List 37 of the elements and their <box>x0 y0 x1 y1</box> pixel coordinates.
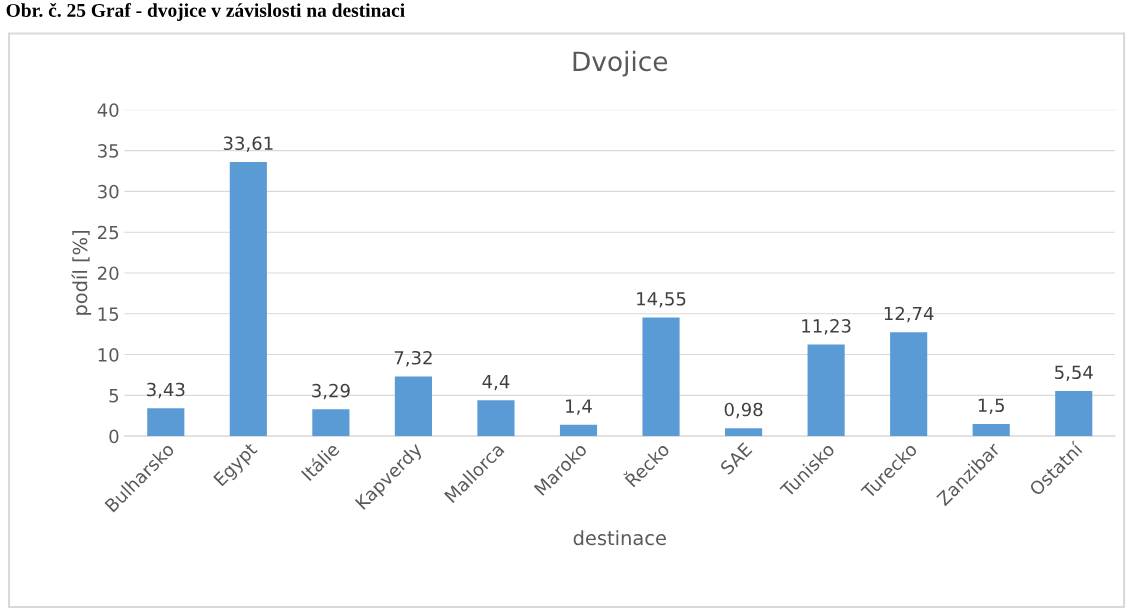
x-axis-title: destinace <box>573 530 666 546</box>
data-label: 1,4 <box>566 399 592 415</box>
y-axis-title: podíl [%] <box>71 231 92 315</box>
bar <box>642 317 680 437</box>
bar <box>725 428 763 437</box>
y-tick-label: 15 <box>98 307 119 321</box>
bar <box>890 332 928 437</box>
bar <box>477 400 515 437</box>
bar <box>972 423 1010 437</box>
bar <box>229 161 267 437</box>
text: Obr. č. 25 Graf - dvojice v závislosti na destinaci <box>6 3 405 21</box>
data-label: 7,32 <box>394 350 432 367</box>
data-label: 1,5 <box>978 398 1004 414</box>
data-label: 3,29 <box>312 383 350 400</box>
y-tick-label: 40 <box>97 103 119 117</box>
y-tick-label: 10 <box>98 348 119 362</box>
y-tick-label: 25 <box>98 225 119 240</box>
data-label: 4,4 <box>482 375 510 391</box>
y-tick-label: 5 <box>109 389 119 403</box>
y-tick-label: 20 <box>98 266 119 281</box>
bar <box>559 424 598 437</box>
chart-title: Dvojice <box>573 50 668 77</box>
data-label: 33,61 <box>223 136 273 152</box>
y-tick-label: 0 <box>109 429 119 444</box>
y-tick-label: 35 <box>98 144 119 158</box>
data-label: 11,23 <box>802 319 851 335</box>
bar <box>807 344 845 437</box>
y-tick-label: 30 <box>98 184 119 199</box>
bar <box>312 409 350 437</box>
data-label: 5,54 <box>1055 365 1093 381</box>
data-label: 14,55 <box>637 292 686 308</box>
bar <box>394 376 432 437</box>
data-label: 12,74 <box>884 306 934 323</box>
data-label: 0,98 <box>724 402 763 419</box>
bar <box>1055 390 1093 437</box>
data-label: 3,43 <box>147 382 185 399</box>
bar <box>147 408 185 437</box>
